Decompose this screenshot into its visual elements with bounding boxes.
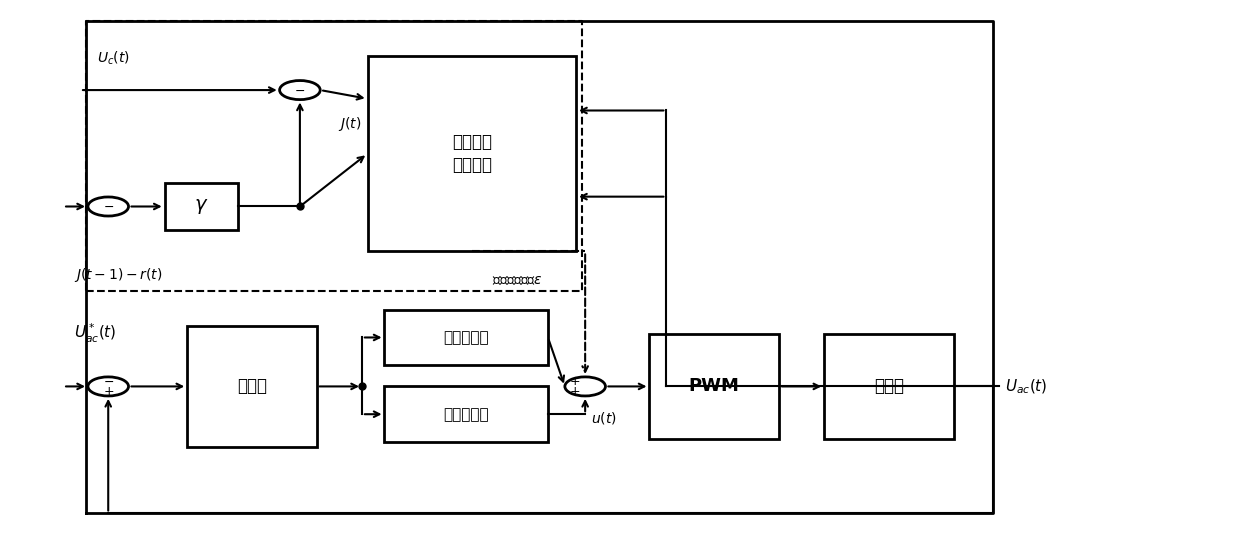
Text: $U_c(t)$: $U_c(t)$ — [97, 50, 130, 67]
Text: $+$: $+$ — [103, 385, 114, 398]
Text: $+$: $+$ — [570, 375, 581, 388]
FancyBboxPatch shape — [824, 334, 954, 440]
FancyBboxPatch shape — [649, 334, 779, 440]
Text: 逆变器: 逆变器 — [873, 377, 904, 395]
Text: $-$: $-$ — [103, 375, 114, 388]
Text: 强化学习
评价网络: 强化学习 评价网络 — [452, 133, 492, 174]
Text: 滑模面: 滑模面 — [237, 377, 266, 395]
Text: $\gamma$: $\gamma$ — [195, 197, 208, 216]
Text: $U_{ac}(t)$: $U_{ac}(t)$ — [1005, 377, 1047, 396]
Text: $u(t)$: $u(t)$ — [591, 410, 617, 426]
Text: $-$: $-$ — [295, 84, 306, 97]
FancyBboxPatch shape — [384, 387, 548, 442]
Text: PWM: PWM — [689, 377, 740, 395]
Text: $-$: $-$ — [103, 200, 114, 213]
Text: 调整滑模参数$\varepsilon$: 调整滑模参数$\varepsilon$ — [492, 273, 543, 287]
FancyBboxPatch shape — [368, 56, 576, 252]
FancyBboxPatch shape — [187, 326, 317, 447]
Text: 线性补唇项: 线性补唇项 — [444, 407, 489, 422]
Text: 滑模控制项: 滑模控制项 — [444, 330, 489, 345]
FancyBboxPatch shape — [165, 183, 238, 230]
Text: $U_{ac}^*(t)$: $U_{ac}^*(t)$ — [74, 322, 116, 345]
Text: $J(t)$: $J(t)$ — [338, 115, 362, 133]
Text: $J(t-1)-r(t)$: $J(t-1)-r(t)$ — [74, 266, 162, 284]
FancyBboxPatch shape — [384, 309, 548, 365]
Text: $+$: $+$ — [570, 385, 581, 398]
